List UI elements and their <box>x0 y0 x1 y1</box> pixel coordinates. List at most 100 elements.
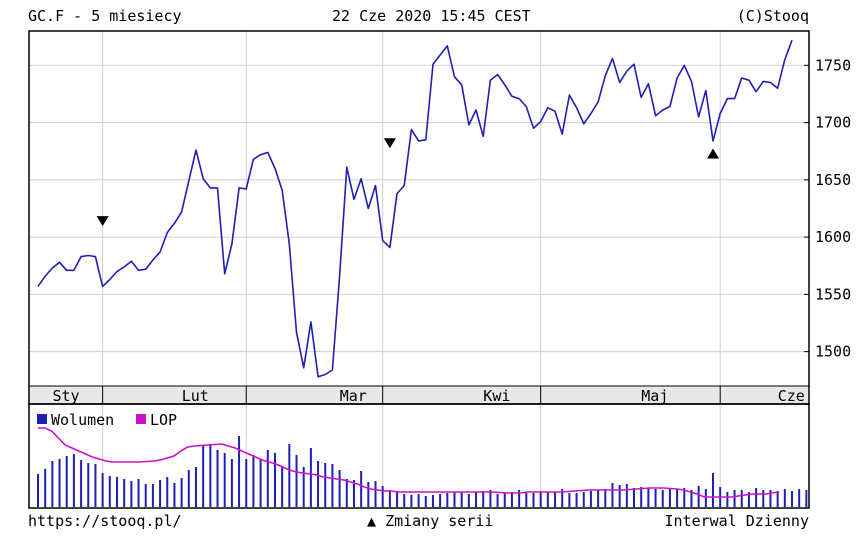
volume-bar <box>510 492 513 507</box>
volume-bar <box>288 444 291 507</box>
x-tick-label: Mar <box>340 387 367 405</box>
volume-bar <box>302 467 305 507</box>
source-link[interactable]: https://stooq.pl/ <box>28 512 182 530</box>
volume-bar <box>475 492 478 507</box>
volume-bar <box>123 479 126 507</box>
volume-bar <box>180 478 183 507</box>
volume-bar <box>108 476 111 507</box>
legend-label-wolumen: Wolumen <box>51 411 114 429</box>
volume-bar <box>611 483 614 507</box>
month-band-bg <box>29 386 809 404</box>
volume-bar <box>403 494 406 507</box>
series-change-markers <box>96 138 720 227</box>
volume-bar <box>338 470 341 507</box>
volume-bar <box>431 495 434 507</box>
volume-bar <box>37 474 39 507</box>
volume-bar <box>360 471 363 507</box>
volume-bar <box>539 491 542 507</box>
volume-bar <box>697 486 700 507</box>
volume-bar <box>209 444 212 507</box>
volume-bar <box>223 453 226 507</box>
volume-legend: Wolumen LOP <box>37 411 177 429</box>
volume-bar <box>367 482 370 507</box>
volume-bar <box>755 488 758 507</box>
volume-bar <box>259 459 262 507</box>
volume-bar <box>238 436 241 507</box>
x-tick-label: Lut <box>182 387 209 405</box>
volume-bar <box>640 487 643 507</box>
volume-bar <box>266 450 269 507</box>
volume-bar <box>295 455 298 507</box>
volume-bar <box>589 491 592 507</box>
volume-bar <box>575 493 578 507</box>
volume-bar <box>216 450 219 507</box>
volume-bar <box>381 486 384 507</box>
volume-bar <box>633 488 636 507</box>
volume-bar <box>503 493 506 507</box>
legend-label-lop: LOP <box>150 411 177 429</box>
volume-bar <box>518 490 521 507</box>
volume-bar <box>798 489 801 507</box>
price-series <box>37 39 793 378</box>
volume-bar <box>345 479 348 507</box>
volume-bar <box>496 494 499 507</box>
volume-bar <box>712 473 715 507</box>
y-tick-label: 1750 <box>815 56 851 74</box>
volume-bar <box>273 453 276 507</box>
volume-bar <box>446 493 449 507</box>
volume-bar <box>733 490 736 507</box>
volume-bar <box>482 491 485 507</box>
volume-bar <box>690 490 693 507</box>
volume-bar <box>554 492 557 507</box>
volume-bar <box>525 493 528 507</box>
volume-bar <box>597 490 600 507</box>
volume-bar <box>245 459 248 507</box>
volume-bar <box>309 448 312 507</box>
volume-bar <box>159 480 162 507</box>
x-tick-label: Cze <box>778 387 805 405</box>
y-tick-label: 1650 <box>815 171 851 189</box>
volume-bar <box>396 492 399 507</box>
volume-bar <box>51 461 54 507</box>
volume-panel-border <box>28 403 810 509</box>
volume-bar <box>324 463 327 507</box>
volume-bar <box>58 459 61 507</box>
volume-bar <box>776 491 779 507</box>
volume-bar <box>762 490 765 507</box>
volume-bar <box>805 490 808 507</box>
volume-bar <box>144 484 147 507</box>
volume-bar <box>252 455 255 507</box>
volume-bar <box>230 459 233 507</box>
y-tick-label: 1550 <box>815 285 851 303</box>
volume-bar <box>137 479 140 507</box>
volume-bar <box>374 481 377 507</box>
series-change-icon: ▲ <box>367 512 377 530</box>
x-tick-label: Maj <box>641 387 668 405</box>
legend-swatch-lop <box>136 414 146 424</box>
volume-bar <box>676 489 679 507</box>
volume-bar <box>410 495 413 507</box>
volume-bar <box>668 488 671 507</box>
volume-bar <box>726 492 729 507</box>
interval-label: Interwal Dzienny <box>664 512 810 530</box>
price-panel-bg <box>29 31 809 386</box>
volume-bar <box>65 456 68 507</box>
y-tick-label: 1500 <box>815 343 851 361</box>
chart-datetime: 22 Cze 2020 15:45 CEST <box>332 7 531 25</box>
series-changes-legend: ▲ Zmiany serii <box>367 512 493 530</box>
volume-bar <box>783 489 786 507</box>
volume-bar <box>187 470 190 507</box>
volume-bar <box>467 494 470 507</box>
volume-bar <box>791 491 793 507</box>
price-line <box>37 39 793 378</box>
month-axis-band: Sty Lut Mar Kwi Maj Cze <box>29 386 809 405</box>
volume-bar <box>704 489 707 507</box>
volume-bar <box>453 492 456 507</box>
volume-bar <box>625 484 628 507</box>
volume-bar <box>331 464 334 507</box>
volume-bar <box>80 460 83 507</box>
volume-bar <box>281 466 284 507</box>
legend-swatch-wolumen <box>37 414 47 424</box>
volume-bar <box>439 494 442 507</box>
